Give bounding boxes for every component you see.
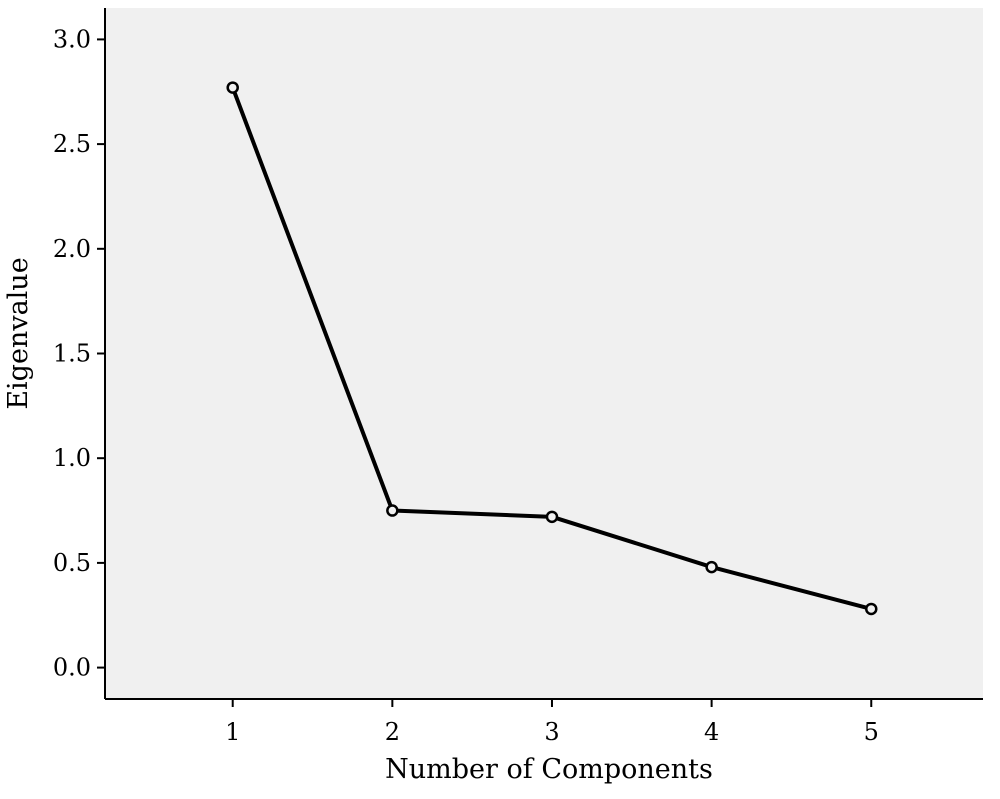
y-tick-label: 2.0 (53, 235, 91, 263)
x-axis-title: Number of Components (385, 754, 713, 785)
y-tick-label: 0.5 (53, 549, 91, 577)
series-group (226, 81, 878, 616)
y-tick-label: 0.0 (53, 654, 91, 682)
data-point (386, 504, 399, 517)
y-tick-label: 1.5 (53, 340, 91, 368)
y-axis-title: Eigenvalue (3, 257, 34, 409)
data-point (865, 602, 878, 616)
data-point (545, 510, 559, 524)
x-tick-label: 3 (544, 718, 559, 746)
data-point (705, 560, 718, 574)
y-tick-label: 3.0 (53, 25, 91, 53)
x-axis-ticks: 1 2 3 4 5 (225, 699, 879, 746)
y-tick-label: 1.0 (53, 444, 91, 472)
data-point (226, 81, 239, 94)
x-tick-label: 2 (385, 718, 400, 746)
x-tick-label: 5 (864, 718, 879, 746)
x-tick-label: 4 (704, 718, 719, 746)
y-tick-label: 2.5 (53, 130, 91, 158)
y-axis-ticks: 0.0 0.5 1.0 1.5 2.0 2.5 3.0 (53, 25, 105, 682)
plot-area (105, 8, 983, 699)
x-tick-label: 1 (225, 718, 240, 746)
